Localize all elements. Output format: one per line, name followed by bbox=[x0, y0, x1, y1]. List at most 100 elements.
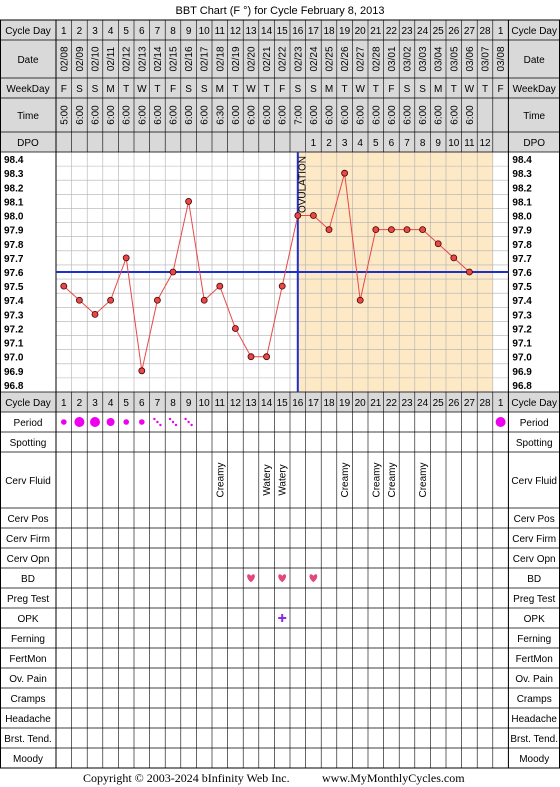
date-cell: 02/20 bbox=[247, 46, 258, 71]
cycle-day-cell: 20 bbox=[355, 26, 367, 37]
time-cell: 6:00 bbox=[403, 105, 414, 125]
row-label-right: Cycle Day bbox=[511, 26, 557, 37]
date-cell: 02/22 bbox=[278, 46, 289, 71]
cycle-day-cell: 16 bbox=[292, 26, 304, 37]
cycle-day-cell: 5 bbox=[123, 398, 129, 409]
y-tick-right: 98.4 bbox=[512, 155, 532, 166]
temp-point bbox=[169, 268, 177, 276]
row-label-right: Brst. Tend. bbox=[510, 734, 558, 745]
weekday-cell: M bbox=[434, 84, 442, 95]
period-marker bbox=[74, 417, 85, 427]
row-label-left: Cerv Fluid bbox=[5, 476, 51, 487]
cerv-fluid-cell: Creamy bbox=[371, 462, 382, 497]
y-tick-left: 97.1 bbox=[4, 339, 24, 350]
period-spotting-dot bbox=[184, 417, 187, 421]
date-cell: 02/25 bbox=[325, 46, 336, 71]
row-label-right: DPO bbox=[523, 138, 545, 149]
cycle-day-cell: 11 bbox=[215, 26, 226, 37]
y-tick-left: 98.0 bbox=[4, 212, 24, 223]
weekday-cell: M bbox=[106, 84, 114, 95]
cycle-day-cell: 12 bbox=[230, 26, 242, 37]
time-cell: 6:00 bbox=[247, 105, 258, 125]
temp-point bbox=[372, 226, 380, 234]
footer-copyright: Copyright © 2003-2024 bInfinity Web Inc. bbox=[83, 771, 290, 785]
date-cell: 03/06 bbox=[465, 46, 476, 71]
row-label-right: BD bbox=[527, 574, 541, 585]
dpo-cell: 4 bbox=[357, 138, 363, 149]
cycle-day-cell: 9 bbox=[186, 26, 192, 37]
row-label-right: Cerv Pos bbox=[514, 514, 555, 525]
cycle-day-cell: 24 bbox=[417, 398, 429, 409]
y-tick-left: 97.5 bbox=[4, 282, 24, 293]
bd-heart-icon bbox=[247, 574, 255, 583]
cycle-day-cell: 13 bbox=[245, 26, 257, 37]
y-tick-right: 97.8 bbox=[512, 240, 532, 251]
row-label-left: Ov. Pain bbox=[9, 674, 47, 685]
cycle-day-cell: 7 bbox=[155, 26, 161, 37]
dpo-cell: 10 bbox=[448, 138, 460, 149]
row-label-left: Cerv Opn bbox=[7, 554, 50, 565]
date-cell: 02/13 bbox=[137, 46, 148, 71]
date-cell: 02/27 bbox=[356, 46, 367, 71]
cycle-day-cell: 12 bbox=[230, 398, 242, 409]
cycle-day-cell: 16 bbox=[292, 398, 304, 409]
y-tick-right: 97.6 bbox=[512, 268, 532, 279]
row-label-right: OPK bbox=[524, 614, 545, 625]
cycle-day-cell: 27 bbox=[464, 26, 476, 37]
cycle-day-cell: 28 bbox=[479, 398, 491, 409]
y-tick-right: 98.2 bbox=[512, 183, 532, 194]
row-label-right: Preg Test bbox=[513, 594, 555, 605]
y-tick-right: 98.1 bbox=[512, 197, 532, 208]
time-cell: 6:00 bbox=[340, 105, 351, 125]
temp-point bbox=[107, 296, 114, 304]
time-cell: 6:00 bbox=[231, 105, 242, 125]
y-tick-left: 97.7 bbox=[4, 254, 24, 265]
time-cell: 6:00 bbox=[278, 105, 289, 125]
y-tick-right: 98.3 bbox=[512, 169, 532, 180]
cycle-day-cell: 25 bbox=[433, 398, 445, 409]
time-cell: 6:00 bbox=[465, 105, 476, 125]
weekday-cell: W bbox=[137, 84, 147, 95]
time-cell: 6:00 bbox=[200, 105, 211, 125]
date-cell: 02/26 bbox=[340, 46, 351, 71]
cycle-day-cell: 18 bbox=[323, 26, 335, 37]
period-marker bbox=[61, 419, 67, 425]
period-spotting-dot bbox=[156, 420, 159, 424]
row-label-left: Preg Test bbox=[7, 594, 49, 605]
temp-point bbox=[356, 296, 364, 304]
cycle-day-cell: 1 bbox=[498, 398, 504, 409]
ovulation-label: OVULATION bbox=[297, 156, 308, 213]
header-row-bg bbox=[0, 132, 560, 152]
temp-point bbox=[231, 325, 239, 332]
weekday-cell: F bbox=[498, 84, 504, 95]
cycle-day-cell: 1 bbox=[61, 26, 67, 37]
time-cell: 6:00 bbox=[91, 105, 102, 125]
cycle-day-cell: 19 bbox=[339, 398, 351, 409]
date-cell: 02/11 bbox=[106, 46, 117, 71]
y-tick-right: 97.9 bbox=[512, 226, 532, 237]
cycle-day-cell: 2 bbox=[77, 398, 83, 409]
temp-point bbox=[91, 310, 99, 318]
cycle-day-cell: 4 bbox=[108, 398, 114, 409]
y-tick-right: 96.9 bbox=[512, 367, 532, 378]
temp-point bbox=[138, 367, 146, 375]
temp-point bbox=[450, 254, 458, 262]
row-label-left: Period bbox=[14, 418, 43, 429]
cerv-fluid-cell: Watery bbox=[262, 464, 273, 495]
cycle-day-cell: 8 bbox=[170, 26, 176, 37]
cycle-day-cell: 26 bbox=[448, 26, 460, 37]
period-marker bbox=[139, 419, 145, 425]
cycle-day-cell: 22 bbox=[386, 398, 398, 409]
weekday-cell: S bbox=[201, 84, 208, 95]
row-label-right: Time bbox=[523, 111, 545, 122]
time-cell: 6:30 bbox=[215, 105, 226, 125]
y-tick-left: 97.4 bbox=[4, 296, 24, 307]
cycle-day-cell: 14 bbox=[261, 398, 273, 409]
row-label-right: FertMon bbox=[516, 654, 553, 665]
weekday-cell: F bbox=[388, 84, 394, 95]
y-tick-left: 96.8 bbox=[4, 381, 24, 392]
y-tick-right: 97.4 bbox=[512, 296, 532, 307]
time-cell: 6:00 bbox=[262, 105, 273, 125]
date-cell: 02/10 bbox=[91, 46, 102, 71]
row-label-right: Date bbox=[524, 55, 546, 66]
